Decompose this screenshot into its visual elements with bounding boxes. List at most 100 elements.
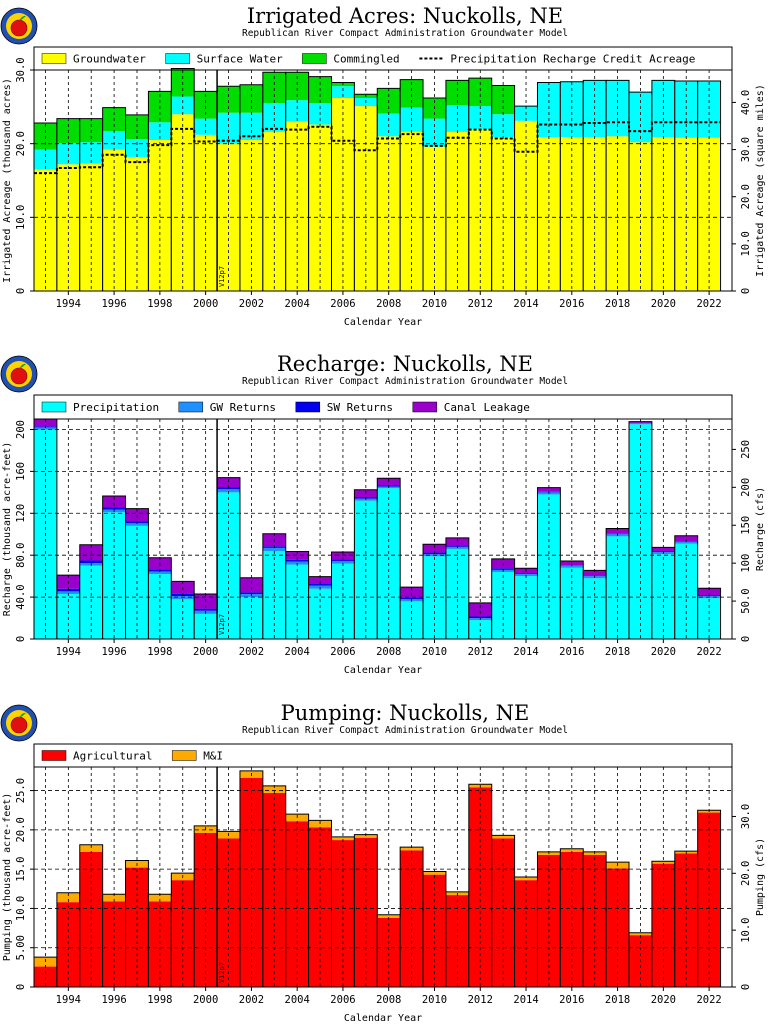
bar-segment [239, 84, 263, 113]
bar-segment [125, 114, 149, 140]
x-tick-label: 2000 [193, 994, 218, 1006]
bar-segment [285, 100, 309, 122]
x-tick-label: 2016 [559, 298, 584, 310]
legend-label: Precipitation [73, 401, 159, 414]
bar-segment [400, 131, 424, 291]
version-marker-label: V12p7 [218, 266, 226, 287]
bar-segment [629, 932, 652, 936]
bar-outline [445, 537, 470, 639]
y-tick-label: 120 [15, 504, 27, 523]
bar-segment [651, 547, 675, 552]
x-tick-label: 2004 [285, 994, 310, 1006]
bar-segment [377, 917, 401, 987]
y2-tick-label: 10.0 [740, 918, 752, 943]
chart-panel-1: Irrigated Acres: Nuckolls, NERepublican … [0, 4, 766, 328]
x-tick-label: 2018 [605, 646, 630, 658]
bar-segment [217, 489, 240, 493]
y-tick-label: 5.00 [15, 935, 27, 960]
x-tick-label: 2004 [285, 646, 310, 658]
legend-label: Surface Water [197, 53, 283, 66]
y2-tick-label: 50.0 [740, 588, 752, 613]
bar-segment [423, 146, 446, 291]
bar-segment [171, 880, 195, 987]
x-tick-label: 1994 [56, 298, 81, 310]
y-tick-label: 20.0 [15, 817, 27, 842]
y-tick-label: 30.0 [15, 57, 27, 82]
y-axis-label: Pumping (thousand acre-feet) [2, 793, 13, 962]
bar-segment [697, 588, 721, 596]
x-tick-label: 1998 [147, 994, 172, 1006]
bar-segment [308, 576, 332, 584]
legend-label: M&I [203, 750, 223, 763]
bar-segment [377, 136, 401, 291]
bar-segment [194, 608, 218, 611]
bar-segment [79, 565, 103, 639]
bar-segment [171, 596, 195, 600]
x-tick-label: 2014 [513, 646, 538, 658]
x-tick-label: 2014 [513, 994, 538, 1006]
x-axis-label: Calendar Year [344, 1013, 422, 1024]
bar-segment [606, 868, 630, 987]
bar-segment [583, 570, 607, 576]
x-tick-label: 2006 [330, 994, 355, 1006]
bar-segment [125, 508, 149, 522]
x-tick-label: 2020 [651, 994, 676, 1006]
bar-segment [125, 867, 149, 987]
bar-segment [583, 855, 607, 987]
bar-segment [606, 528, 630, 534]
bar-segment [34, 419, 57, 427]
bar-segment [674, 535, 698, 542]
x-tick-label: 2000 [193, 646, 218, 658]
y2-tick-label: 100 [740, 554, 752, 573]
bar-segment [285, 821, 309, 987]
logo-leaf [19, 712, 26, 718]
bar-segment [56, 902, 80, 987]
legend-swatch [41, 401, 67, 413]
bar-segment [674, 541, 698, 544]
y-axis-label: Irrigated Acreage (thousand acres) [2, 78, 13, 283]
y2-tick-label: 0 [740, 984, 752, 990]
bar-segment [560, 567, 584, 639]
x-tick-label: 1994 [56, 994, 81, 1006]
precip-credit-line [34, 121, 721, 175]
bar-segment [285, 72, 309, 101]
bar-segment [148, 901, 172, 987]
y-tick-label: 0 [15, 636, 27, 642]
x-tick-label: 2012 [468, 298, 493, 310]
y2-tick-label: 10.0 [740, 231, 752, 256]
bar-segment [262, 72, 286, 104]
bar-segment [102, 496, 126, 508]
bar-segment [262, 785, 286, 793]
legend-swatch [178, 401, 204, 413]
y-tick-label: 80.0 [15, 543, 27, 568]
bar-segment [331, 97, 355, 291]
bar-segment [331, 86, 355, 98]
bar-segment [423, 871, 446, 875]
y2-tick-label: 30.0 [740, 137, 752, 162]
bar-segment [514, 573, 538, 575]
bar-segment [514, 120, 538, 291]
bar-segment [674, 81, 698, 138]
legend-label: GW Returns [210, 401, 276, 414]
y2-tick-label: 0 [740, 636, 752, 642]
bar-segment [308, 124, 332, 291]
x-tick-label: 1996 [101, 994, 126, 1006]
bar-segment [148, 571, 172, 575]
bar-segment [262, 131, 286, 291]
bar-segment [102, 507, 126, 510]
x-tick-label: 1998 [147, 646, 172, 658]
legend-swatch [295, 401, 321, 413]
bar-segment [651, 861, 675, 864]
y-tick-label: 0 [15, 288, 27, 294]
bar-segment [125, 156, 149, 291]
bar-segment [56, 892, 80, 903]
legend-label: Agricultural [73, 750, 152, 763]
bar-segment [34, 149, 57, 170]
legend-label: Precipitation Recharge Credit Acreage [450, 53, 695, 66]
bar-segment [583, 578, 607, 639]
y2-axis-label: Irrigated Acreage (square miles) [755, 84, 766, 277]
bar-segment [468, 602, 492, 617]
legend-swatch [41, 53, 67, 64]
